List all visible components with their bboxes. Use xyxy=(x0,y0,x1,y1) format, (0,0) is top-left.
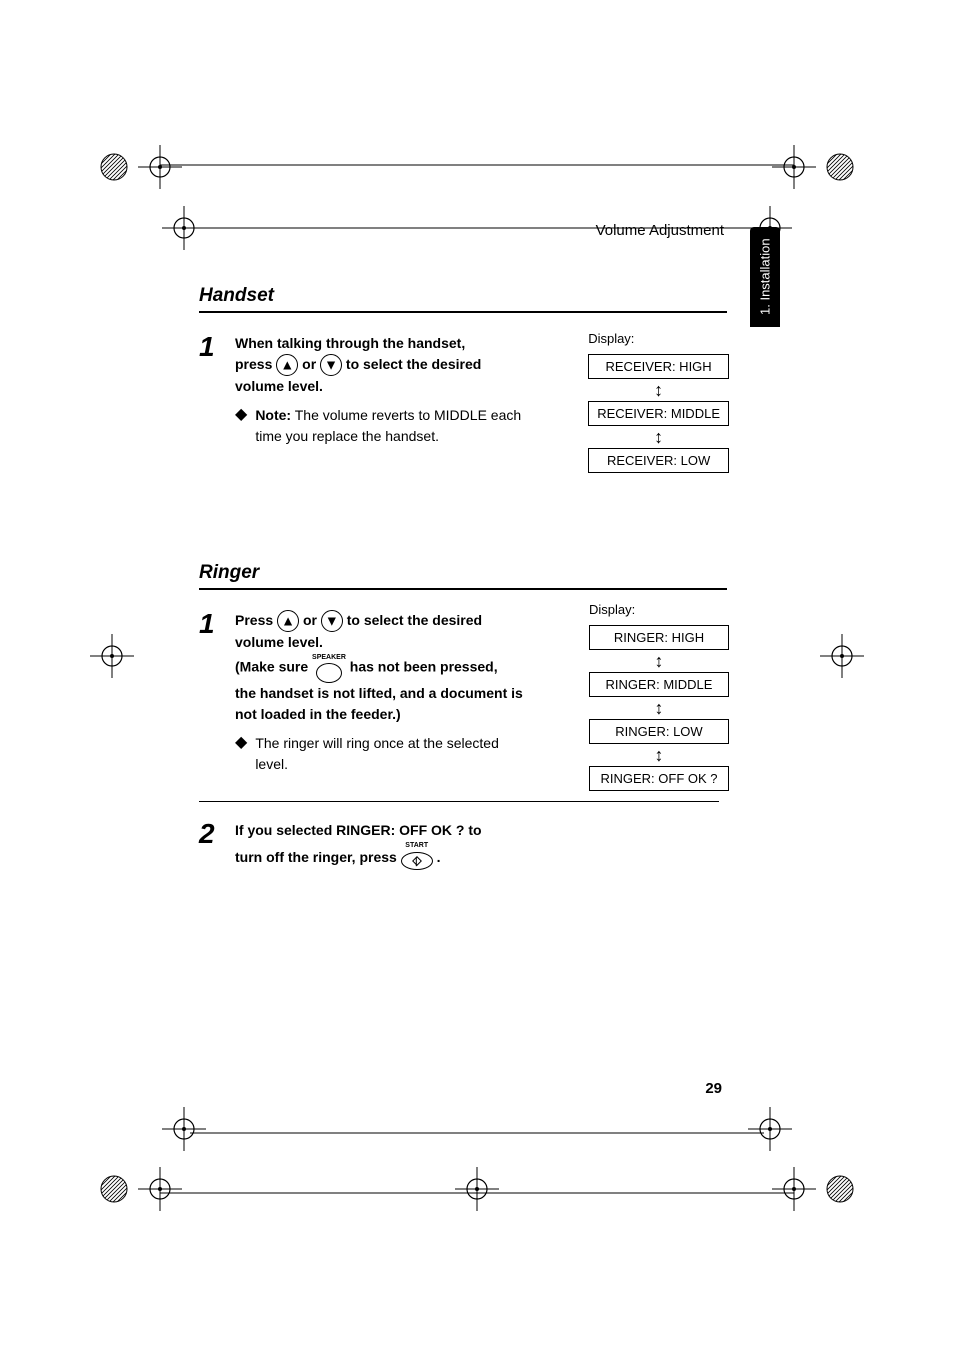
page-number: 29 xyxy=(705,1080,722,1097)
down-arrow-key-icon: ▼ xyxy=(321,610,343,632)
step-text: If you selected RINGER: OFF OK ? to xyxy=(235,822,482,838)
step-separator xyxy=(199,801,719,802)
lcd-readout: RINGER: MIDDLE xyxy=(589,672,729,697)
step-text: When talking through the handset, xyxy=(235,335,465,351)
note-bullet: ◆ Note: The volume reverts to MIDDLE eac… xyxy=(235,405,533,447)
step-number: 2 xyxy=(199,820,217,848)
note-lead: Note: xyxy=(255,407,291,423)
registration-mark-icon xyxy=(820,634,864,678)
crop-lines-bottom xyxy=(80,1111,874,1231)
crop-line-left-icon xyxy=(96,160,116,1190)
step-text: Press xyxy=(235,612,273,628)
section-rule xyxy=(199,588,727,590)
section-rule xyxy=(199,311,727,313)
lcd-readout: RECEIVER: MIDDLE xyxy=(588,401,729,426)
updown-arrow-icon: ↕ xyxy=(589,744,729,766)
ringer-section: Ringer 1 Press ▲ or ▼ to select the desi… xyxy=(199,562,727,876)
display-label: Display: xyxy=(589,602,729,617)
handset-step-1: 1 When talking through the handset, pres… xyxy=(199,333,727,447)
step-text: or xyxy=(303,612,317,628)
note-text: The volume reverts to MIDDLE each time y… xyxy=(255,407,521,444)
ringer-display-column: Display: RINGER: HIGH ↕ RINGER: MIDDLE ↕… xyxy=(589,602,729,791)
step-text: to select the desired xyxy=(346,356,481,372)
lcd-readout: RECEIVER: LOW xyxy=(588,448,729,473)
step-number: 1 xyxy=(199,333,217,361)
display-label: Display: xyxy=(588,331,729,346)
info-bullet: ◆ The ringer will ring once at the selec… xyxy=(235,733,533,775)
start-key-icon: START xyxy=(401,841,433,876)
lcd-readout: RINGER: HIGH xyxy=(589,625,729,650)
step-text: volume level. xyxy=(235,634,323,650)
start-key-label: START xyxy=(401,841,433,852)
step-text: the handset is not lifted, and a documen… xyxy=(235,685,523,722)
updown-arrow-icon: ↕ xyxy=(589,650,729,672)
lcd-readout: RECEIVER: HIGH xyxy=(588,354,729,379)
step-text: or xyxy=(302,356,316,372)
step-body: When talking through the handset, press … xyxy=(235,333,533,447)
up-arrow-key-icon: ▲ xyxy=(277,610,299,632)
updown-arrow-icon: ↕ xyxy=(588,426,729,448)
lcd-readout: RINGER: OFF OK ? xyxy=(589,766,729,791)
updown-arrow-icon: ↕ xyxy=(589,697,729,719)
bullet-icon: ◆ xyxy=(235,733,247,775)
step-number: 1 xyxy=(199,610,217,638)
step-text: turn off the ringer, press xyxy=(235,849,397,865)
handset-section: Handset 1 When talking through the hands… xyxy=(199,285,727,447)
step-text: . xyxy=(437,849,441,865)
ringer-step-2: 2 If you selected RINGER: OFF OK ? to tu… xyxy=(199,820,727,876)
up-arrow-key-icon: ▲ xyxy=(276,354,298,376)
crop-lines-top xyxy=(80,130,874,240)
lcd-readout: RINGER: LOW xyxy=(589,719,729,744)
step-body: Press ▲ or ▼ to select the desired volum… xyxy=(235,610,533,775)
updown-arrow-icon: ↕ xyxy=(588,379,729,401)
ringer-step-1: 1 Press ▲ or ▼ to select the desired vol… xyxy=(199,610,727,775)
step-body: If you selected RINGER: OFF OK ? to turn… xyxy=(235,820,533,876)
speaker-key-icon: SPEAKER xyxy=(312,653,346,683)
down-arrow-key-icon: ▼ xyxy=(320,354,342,376)
handset-title: Handset xyxy=(199,285,727,307)
bullet-text: The ringer will ring once at the selecte… xyxy=(255,733,533,775)
step-text: volume level. xyxy=(235,378,323,394)
step-text: has not been pressed, xyxy=(350,659,498,675)
step-text: to select the desired xyxy=(347,612,482,628)
step-text: press xyxy=(235,356,272,372)
bullet-icon: ◆ xyxy=(235,405,247,447)
step-text: (Make sure xyxy=(235,659,308,675)
handset-display-column: Display: RECEIVER: HIGH ↕ RECEIVER: MIDD… xyxy=(588,331,729,473)
ringer-title: Ringer xyxy=(199,562,727,584)
